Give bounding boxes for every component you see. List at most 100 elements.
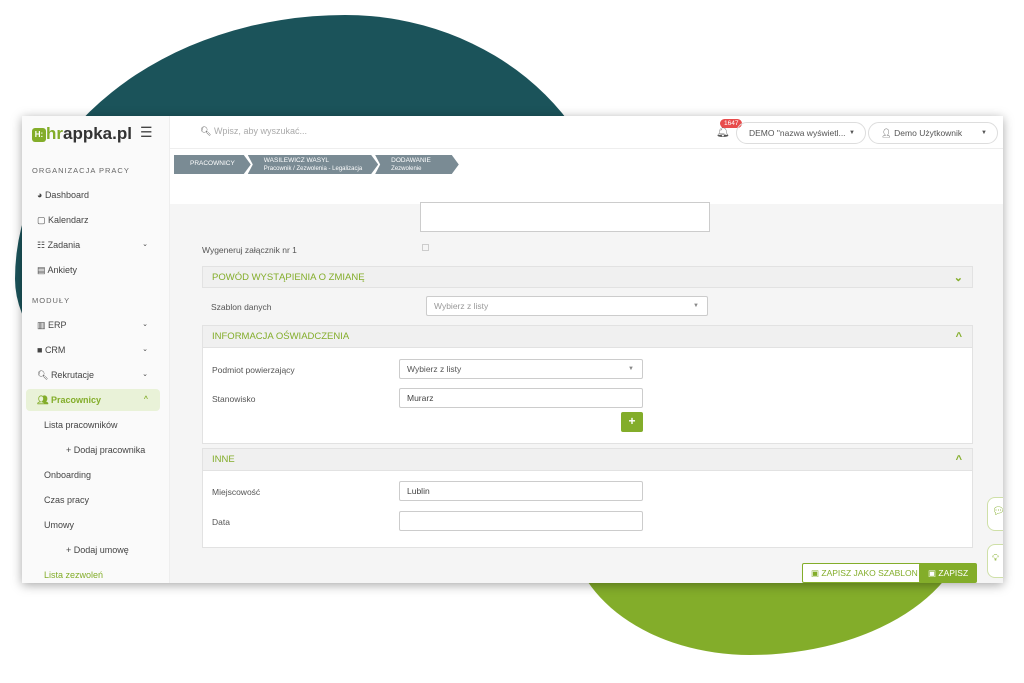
crumb-title: PRACOWNICY bbox=[190, 160, 235, 167]
label: Pracownicy bbox=[50, 395, 101, 405]
sidebar-subitem[interactable]: Onboarding bbox=[44, 470, 92, 480]
sidebar-subitem[interactable]: + Dodaj pracownika bbox=[26, 439, 160, 461]
breadcrumb-item[interactable]: WASILEWICZ WASYL Pracownik / Zezwolenia -… bbox=[248, 155, 378, 174]
sidebar-subitem[interactable]: Lista pracowników bbox=[44, 420, 118, 430]
lightbulb-icon[interactable]: 💡︎ bbox=[987, 544, 1003, 578]
label: Kalendarz bbox=[48, 215, 89, 225]
sidebar-subitem[interactable]: Umowy bbox=[44, 520, 75, 530]
save-button[interactable]: ▣ ZAPISZ bbox=[919, 563, 978, 583]
chat-icon[interactable]: 💬︎ bbox=[987, 497, 1003, 531]
chevron-up-icon: ^ bbox=[143, 396, 148, 403]
logo-text: appka.pl bbox=[63, 124, 132, 143]
sidebar: H: hrappka.pl ☰ ORGANIZACJA PRACY ◕ Dashb… bbox=[22, 116, 170, 583]
position-input[interactable]: Murarz bbox=[399, 388, 643, 408]
survey-icon: ▤ bbox=[37, 265, 48, 275]
section-label: MODUŁY bbox=[32, 296, 71, 305]
sidebar-item-erp[interactable]: ▥ ERP ⌄ bbox=[26, 314, 160, 336]
generate-label: Wygeneruj załącznik nr 1 bbox=[202, 245, 297, 255]
logo-mark: H: bbox=[32, 128, 46, 142]
sidebar-item-surveys[interactable]: ▤ Ankiety bbox=[26, 259, 160, 281]
section-header[interactable]: INNE ^ bbox=[203, 449, 972, 471]
entity-label: Podmiot powierzający bbox=[212, 365, 295, 375]
crumb-sub: Pracownik / Zezwolenia - Legalizacja bbox=[263, 166, 363, 172]
label: Dodaj umowę bbox=[73, 545, 129, 555]
sidebar-item-calendar[interactable]: ▢ Kalendarz bbox=[26, 209, 160, 231]
sidebar-item-crm[interactable]: ■ CRM ⌄ bbox=[26, 339, 160, 361]
save-template-button[interactable]: ▣ ZAPISZ JAKO SZABLON bbox=[802, 563, 927, 583]
chevron-up-icon: ^ bbox=[955, 331, 962, 343]
section-other: INNE ^ Miejscowość Lublin Data bbox=[202, 448, 973, 548]
label: CRM bbox=[44, 345, 66, 355]
section-header[interactable]: POWÓD WYSTĄPIENIA O ZMIANĘ ⌄ bbox=[202, 266, 973, 288]
breadcrumb: PRACOWNICY WASILEWICZ WASYL Pracownik / Z… bbox=[174, 155, 456, 174]
label: Dodaj pracownika bbox=[73, 445, 146, 455]
menu-toggle-icon[interactable]: ☰ bbox=[140, 124, 153, 140]
breadcrumb-item[interactable]: DODAWANIE Zezwolenie bbox=[375, 155, 459, 174]
search-input[interactable]: 🔍︎ Wpisz, aby wyszukać... bbox=[200, 126, 307, 137]
label: ZAPISZ bbox=[938, 568, 969, 578]
plus-icon: + bbox=[66, 545, 74, 555]
calendar-icon: ▢ bbox=[37, 215, 49, 225]
chevron-down-icon: ⌄ bbox=[953, 272, 963, 284]
select-value: Wybierz z listy bbox=[407, 364, 462, 374]
users-icon: 👥︎ bbox=[37, 395, 51, 405]
company-select[interactable]: DEMO "nazwa wyświetl... ▼ bbox=[736, 122, 866, 144]
sidebar-subitem[interactable]: + Dodaj umowę bbox=[26, 539, 160, 561]
building-icon: ▥ bbox=[37, 320, 49, 330]
city-label: Miejscowość bbox=[212, 487, 261, 497]
chevron-down-icon: ▼ bbox=[981, 130, 987, 136]
user-name: Demo Użytkownik bbox=[894, 128, 963, 138]
date-label: Data bbox=[212, 517, 230, 527]
breadcrumb-item[interactable]: PRACOWNICY bbox=[174, 155, 251, 174]
save-icon: ▣ bbox=[811, 568, 822, 578]
label: Ankiety bbox=[47, 265, 78, 275]
logo[interactable]: H: hrappka.pl bbox=[32, 124, 132, 144]
user-menu[interactable]: 👤︎ Demo Użytkownik ▼ bbox=[868, 122, 998, 144]
date-input[interactable] bbox=[399, 511, 643, 531]
briefcase-icon: ■ bbox=[37, 345, 45, 355]
template-label: Szablon danych bbox=[211, 302, 272, 312]
tasks-icon: ☷ bbox=[37, 240, 48, 250]
label: Rekrutacje bbox=[50, 370, 94, 380]
sidebar-item-dashboard[interactable]: ◕ Dashboard bbox=[26, 184, 160, 206]
crumb-sub: Zezwolenie bbox=[391, 166, 422, 172]
save-icon: ▣ bbox=[928, 568, 939, 578]
template-select[interactable]: Wybierz z listy ▼ bbox=[426, 296, 708, 316]
chevron-down-icon: ⌄ bbox=[142, 371, 148, 378]
section-reason: POWÓD WYSTĄPIENIA O ZMIANĘ ⌄ Szablon dany… bbox=[202, 266, 973, 319]
section-label: ORGANIZACJA PRACY bbox=[32, 166, 130, 175]
section-title: POWÓD WYSTĄPIENIA O ZMIANĘ bbox=[212, 272, 365, 283]
label: ZAPISZ JAKO SZABLON bbox=[821, 568, 918, 578]
chevron-down-icon: ⌄ bbox=[142, 346, 148, 353]
app-window: H: hrappka.pl ☰ ORGANIZACJA PRACY ◕ Dashb… bbox=[22, 116, 1003, 583]
select-value: Wybierz z listy bbox=[434, 301, 489, 311]
sidebar-item-employees[interactable]: 👥︎ Pracownicy ^ bbox=[26, 389, 160, 411]
sidebar-subitem-active[interactable]: Lista zezwoleń bbox=[44, 570, 104, 580]
textarea[interactable] bbox=[420, 202, 710, 232]
caret-icon: ▼ bbox=[628, 366, 634, 372]
add-button[interactable]: + bbox=[621, 412, 643, 432]
user-icon: 👤︎ bbox=[881, 128, 895, 138]
search-icon: 🔍︎ bbox=[200, 126, 214, 136]
sidebar-item-recruitment[interactable]: 🔍︎ Rekrutacje ⌄ bbox=[26, 364, 160, 386]
caret-icon: ▼ bbox=[693, 303, 699, 309]
chevron-up-icon: ^ bbox=[955, 454, 962, 466]
chevron-down-icon: ⌄ bbox=[142, 241, 148, 248]
entity-select[interactable]: Wybierz z listy ▼ bbox=[399, 359, 643, 379]
notification-badge: 1647 bbox=[720, 119, 743, 128]
sidebar-item-tasks[interactable]: ☷ Zadania ⌄ bbox=[26, 234, 160, 256]
bell-icon[interactable]: 🔔︎ bbox=[716, 126, 730, 138]
city-input[interactable]: Lublin bbox=[399, 481, 643, 501]
chevron-down-icon: ▼ bbox=[849, 130, 855, 136]
chevron-down-icon: ⌄ bbox=[142, 321, 148, 328]
label: ERP bbox=[48, 320, 67, 330]
crumb-title: DODAWANIE bbox=[391, 157, 431, 164]
main-content: Wygeneruj załącznik nr 1 POWÓD WYSTĄPIEN… bbox=[170, 202, 1003, 583]
generate-checkbox[interactable] bbox=[422, 244, 429, 251]
position-label: Stanowisko bbox=[212, 394, 256, 404]
plus-icon: + bbox=[66, 445, 74, 455]
sidebar-subitem[interactable]: Czas pracy bbox=[44, 495, 90, 505]
section-info: INFORMACJA OŚWIADCZENIA ^ Podmiot powierz… bbox=[202, 325, 973, 444]
section-header[interactable]: INFORMACJA OŚWIADCZENIA ^ bbox=[203, 326, 972, 348]
label: Zadania bbox=[47, 240, 81, 250]
